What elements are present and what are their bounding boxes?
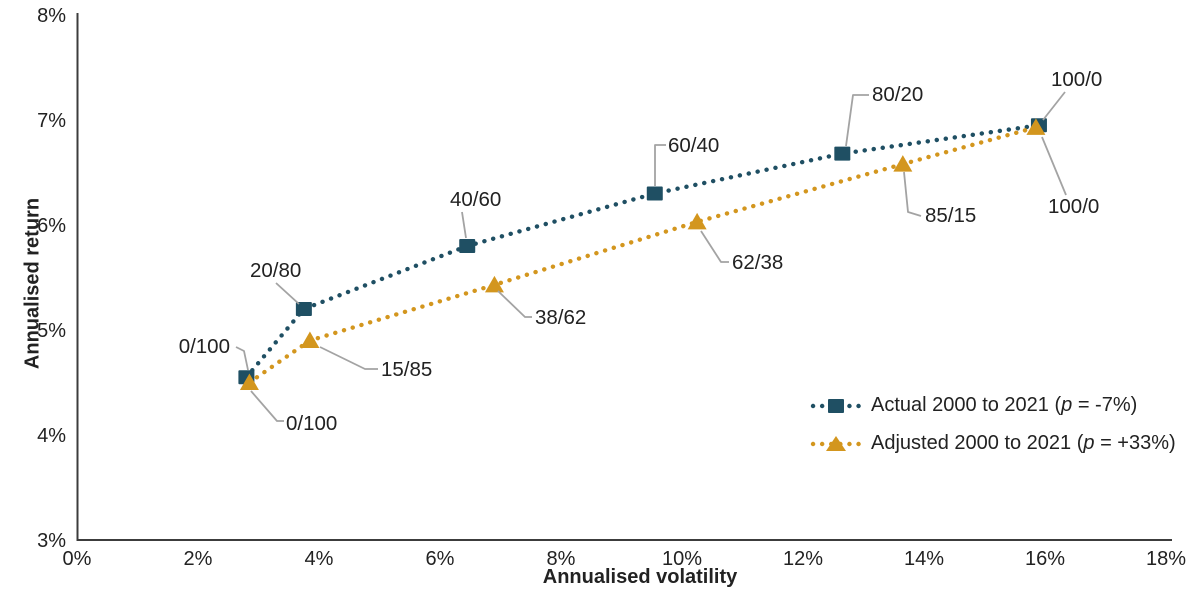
y-tick-label: 5% (37, 320, 66, 342)
annotation-leader-line (250, 390, 284, 422)
triangle-marker-icon (810, 435, 862, 451)
square-marker-icon (810, 398, 862, 413)
annotation-label-40/60: 40/60 (450, 188, 501, 211)
annotation-leader-line (1041, 136, 1067, 196)
legend-label: Adjusted 2000 to 2021 (p = +33%) (871, 432, 1176, 454)
annotation-leader-line (235, 346, 249, 371)
x-tick-label: 8% (547, 548, 576, 570)
data-point-triangle-100/0 (1026, 118, 1046, 135)
annotation-label-62/38: 62/38 (732, 251, 783, 274)
annotation-leader-line (497, 290, 532, 318)
x-tick-label: 0% (63, 548, 92, 570)
annotation-label-100/0: 100/0 (1048, 195, 1099, 218)
annotation-leader-line (275, 282, 300, 305)
annotation-label-60/40: 60/40 (668, 134, 719, 157)
data-point-triangle-0/100 (239, 373, 259, 390)
x-axis-title: Annualised volatility (542, 566, 738, 588)
series-line-adjusted (247, 125, 1039, 385)
annotation-leader-line (654, 144, 666, 186)
y-tick-label: 6% (37, 215, 66, 237)
annotation-leader-line (319, 346, 378, 370)
x-tick-label: 6% (426, 548, 455, 570)
x-tick-label: 10% (662, 548, 702, 570)
y-tick-label: 3% (37, 530, 66, 552)
annotation-leader-line (845, 94, 869, 147)
data-point-square-60/40 (646, 186, 663, 201)
legend: Actual 2000 to 2021 (p = -7%) Adjusted 2… (810, 394, 1176, 455)
y-tick-label: 7% (37, 110, 66, 132)
annotation-leader-line (461, 211, 467, 239)
x-tick-label: 16% (1025, 548, 1065, 570)
annotation-leader-line (903, 171, 922, 217)
x-tick-label: 4% (305, 548, 334, 570)
y-axis-title: Annualised return (21, 197, 44, 370)
legend-item-actual: Actual 2000 to 2021 (p = -7%) (810, 394, 1176, 417)
x-tick-label: 18% (1146, 548, 1186, 570)
x-tick-label: 12% (783, 548, 823, 570)
annotation-label-20/80: 20/80 (250, 259, 301, 282)
data-point-triangle-85/15 (893, 155, 913, 172)
data-point-square-20/80 (295, 302, 312, 316)
annotation-label-80/20: 80/20 (872, 83, 923, 106)
x-tick-label: 14% (904, 548, 944, 570)
y-tick-label: 4% (37, 425, 66, 447)
annotation-label-15/85: 15/85 (381, 358, 432, 381)
annotation-label-85/15: 85/15 (925, 204, 976, 227)
legend-label: Actual 2000 to 2021 (p = -7%) (871, 394, 1138, 416)
data-point-triangle-15/85 (300, 331, 320, 348)
data-point-triangle-38/62 (484, 275, 504, 293)
data-point-triangle-62/38 (687, 212, 707, 230)
data-point-square-80/20 (834, 146, 851, 161)
annotation-leader-line (1042, 91, 1066, 121)
data-point-square-40/60 (459, 239, 476, 253)
y-tick-label: 8% (37, 5, 66, 27)
x-tick-label: 2% (184, 548, 213, 570)
series-line-actual (244, 123, 1042, 380)
annotation-leader-line (700, 230, 729, 263)
annotation-label-100/0: 100/0 (1051, 68, 1102, 91)
annotation-label-0/100: 0/100 (179, 335, 230, 358)
annotation-label-38/62: 38/62 (535, 306, 586, 329)
legend-item-adjusted: Adjusted 2000 to 2021 (p = +33%) (810, 432, 1176, 455)
annotation-label-0/100: 0/100 (286, 412, 337, 435)
